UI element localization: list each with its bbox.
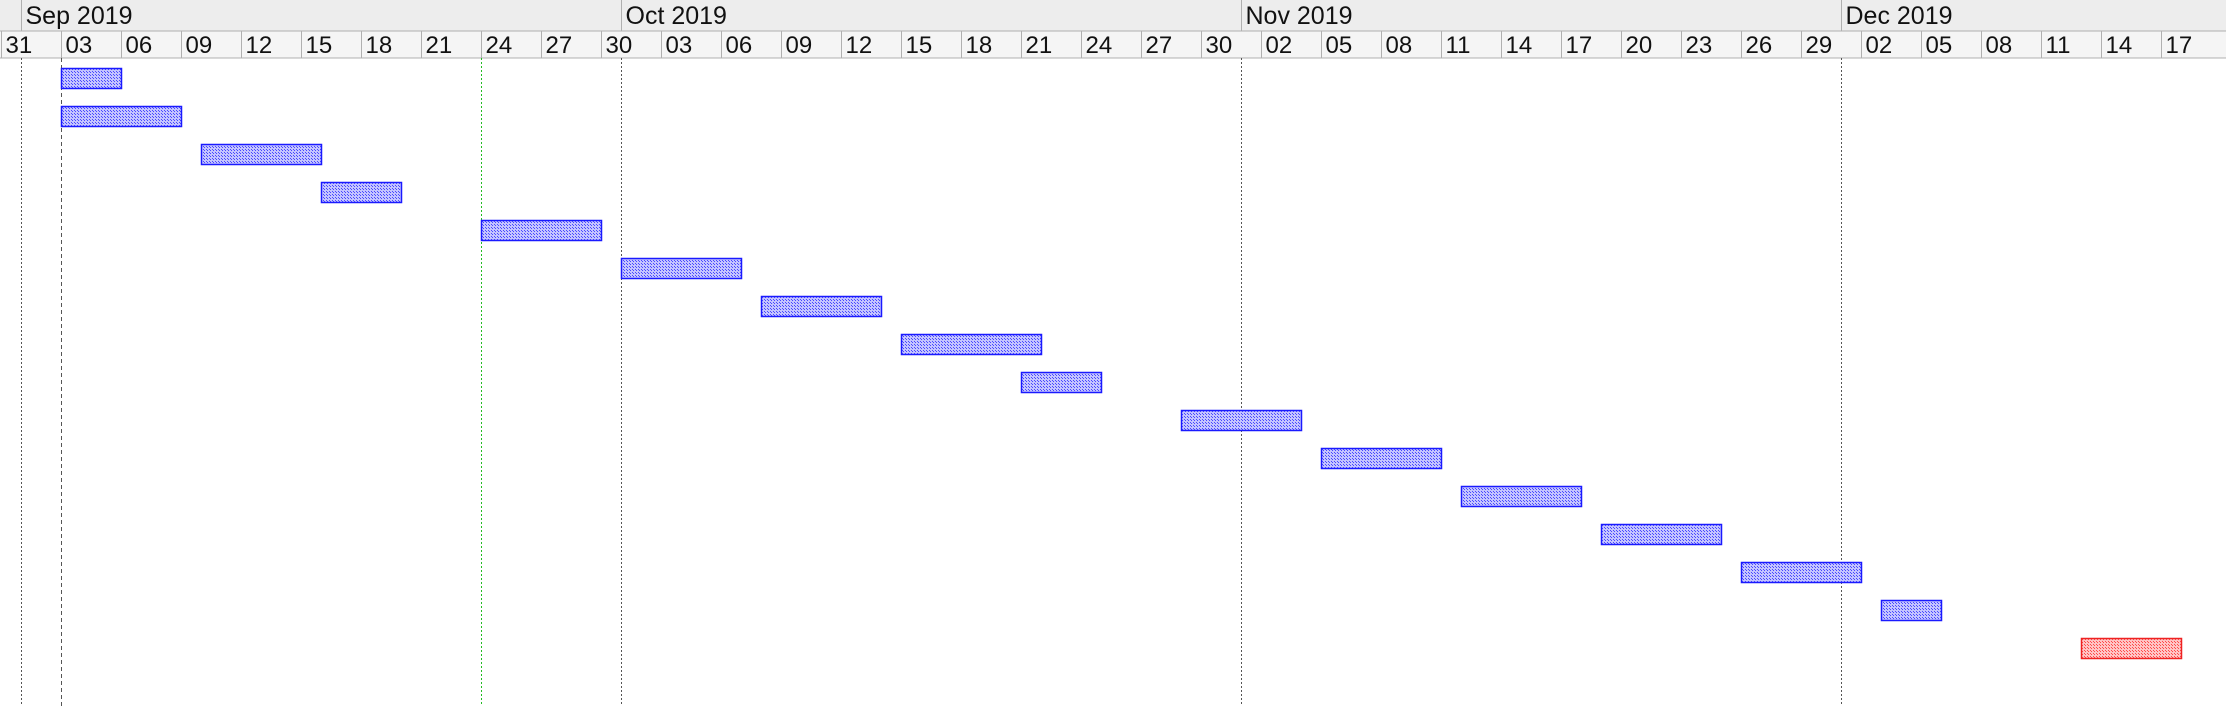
day-tick-label: 24 <box>1086 32 1113 59</box>
month-label: Dec 2019 <box>1846 2 1953 30</box>
day-tick-label: 17 <box>1566 32 1593 59</box>
day-tick-label: 14 <box>1506 32 1533 59</box>
task-bar[interactable] <box>320 181 403 204</box>
task-bar[interactable] <box>620 257 743 280</box>
day-tick-label: 17 <box>2166 32 2193 59</box>
day-tick-label: 30 <box>1206 32 1233 59</box>
day-tick-label: 06 <box>726 32 753 59</box>
month-label: Oct 2019 <box>626 2 727 30</box>
day-tick-label: 26 <box>1746 32 1773 59</box>
day-tick-label: 08 <box>1386 32 1413 59</box>
day-tick-label: 09 <box>786 32 813 59</box>
task-bar[interactable] <box>760 295 883 318</box>
task-bar[interactable] <box>1020 371 1103 394</box>
day-tick-label: 08 <box>1986 32 2013 59</box>
task-bar[interactable] <box>1320 447 1443 470</box>
timeline-header: Sep 2019 Oct 2019 Nov 2019 Dec 2019 31 03 06 09… <box>0 0 2226 59</box>
day-tick-label: 14 <box>2106 32 2133 59</box>
task-bar[interactable] <box>900 333 1043 356</box>
day-tick-label: 18 <box>966 32 993 59</box>
day-tick-label: 15 <box>306 32 333 59</box>
day-tick-label: 12 <box>846 32 873 59</box>
day-tick-label: 21 <box>1026 32 1053 59</box>
task-bars <box>60 67 2183 660</box>
day-tick-label: 12 <box>246 32 273 59</box>
day-tick-label: 18 <box>366 32 393 59</box>
day-tick-label: 27 <box>546 32 573 59</box>
day-tick-label: 30 <box>606 32 633 59</box>
day-tick-label: 15 <box>906 32 933 59</box>
day-tick-label: 06 <box>126 32 153 59</box>
day-tick-label: 09 <box>186 32 213 59</box>
month-label: Nov 2019 <box>1246 2 1353 30</box>
month-row <box>0 0 2226 31</box>
day-tick-label: 20 <box>1626 32 1653 59</box>
month-label: Sep 2019 <box>26 2 133 30</box>
task-bar[interactable] <box>1460 485 1583 508</box>
task-bar[interactable] <box>1740 561 1863 584</box>
day-tick-label: 11 <box>1446 32 1471 59</box>
day-tick-label: 29 <box>1806 32 1833 59</box>
day-tick-label: 11 <box>2046 32 2071 59</box>
date-markers <box>21 58 1842 706</box>
day-tick-label: 05 <box>1326 32 1353 59</box>
day-tick-label: 21 <box>426 32 453 59</box>
task-bar[interactable] <box>60 67 123 90</box>
day-tick-label: 27 <box>1146 32 1173 59</box>
day-tick-label: 31 <box>6 32 33 59</box>
day-tick-label: 03 <box>666 32 693 59</box>
day-tick-label: 02 <box>1266 32 1293 59</box>
task-bar[interactable] <box>480 219 603 242</box>
day-tick-label: 02 <box>1866 32 1893 59</box>
day-tick-label: 03 <box>66 32 93 59</box>
task-bar[interactable] <box>1880 599 1943 622</box>
task-bar[interactable] <box>60 105 183 128</box>
day-tick-label: 05 <box>1926 32 1953 59</box>
task-bar[interactable] <box>1600 523 1723 546</box>
day-row <box>0 31 2226 58</box>
day-tick-label: 23 <box>1686 32 1713 59</box>
task-bar[interactable] <box>1180 409 1303 432</box>
task-bar[interactable] <box>2080 637 2183 660</box>
task-bar[interactable] <box>200 143 323 166</box>
day-tick-label: 24 <box>486 32 513 59</box>
